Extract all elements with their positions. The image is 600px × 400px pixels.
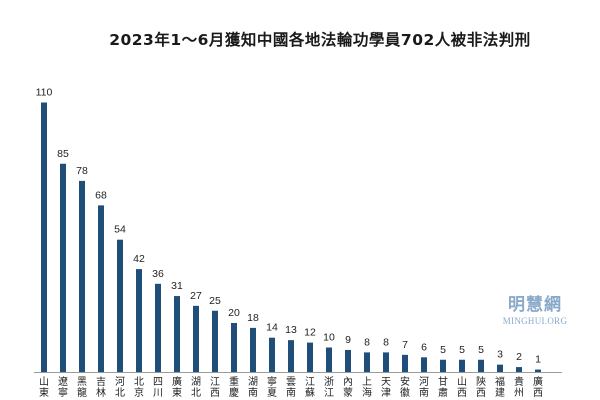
minghui-watermark: 明慧網 MINGHUI.ORG [490,290,580,326]
bar-value-label: 13 [285,324,297,336]
watermark-chinese: 明慧網 [508,295,562,315]
bar-value-label: 68 [95,189,107,201]
bar-value-label: 5 [478,344,484,356]
bar-value-label: 1 [535,354,541,366]
category-label: 廣東 [172,375,182,399]
chart-title: 2023年1～6月獲知中國各地法輪功學員702人被非法判刑 [109,31,531,49]
bar-value-label: 36 [152,268,164,280]
bar-value-label: 10 [323,332,335,344]
bar-22 [459,359,465,372]
bar-value-label: 20 [228,307,240,319]
bar-value-label: 25 [209,295,221,307]
category-label: 寧夏 [267,375,277,399]
bar-value-label: 3 [497,349,503,361]
category-label: 重慶 [229,375,239,399]
category-label: 河南 [419,376,429,399]
watermark-english: MINGHUI.ORG [502,316,568,326]
bar-13 [288,340,294,372]
category-label: 吉林 [96,376,106,399]
bar-value-label: 12 [304,327,316,339]
category-label: 遼寧 [58,375,68,399]
category-label: 山東 [39,376,49,399]
bar-value-label: 5 [440,344,446,356]
bar-value-label: 78 [76,165,88,177]
category-label: 四川 [153,377,163,399]
bar-1 [60,163,66,372]
bar-value-label: 7 [402,339,408,351]
category-label: 黑龍 [77,376,87,399]
bar-25 [516,367,522,372]
bar-0 [41,102,47,372]
category-label: 天津 [381,377,391,399]
bar-21 [440,359,446,372]
category-label: 廣西 [533,375,543,399]
category-label: 上海 [362,376,372,399]
bar-17 [364,352,370,372]
bar-10 [231,323,237,372]
bar-value-label: 9 [345,334,351,346]
category-label: 河北 [115,376,125,399]
bar-value-label: 6 [421,341,427,353]
category-label: 貴州 [514,375,524,399]
category-label: 雲南 [286,376,296,399]
category-label: 內蒙 [343,376,353,399]
bar-20 [421,357,427,372]
bar-value-label: 5 [459,344,465,356]
bar-value-label: 18 [247,312,259,324]
category-label: 浙江 [324,376,334,399]
bar-value-label: 27 [190,290,202,302]
bar-5 [136,269,142,372]
bar-14 [307,342,313,372]
category-label: 北京 [134,376,144,399]
bar-12 [269,337,275,372]
bar-value-label: 54 [114,224,126,236]
category-label: 江西 [210,376,220,399]
bar-value-label: 8 [383,336,389,348]
bar-18 [383,352,389,372]
bar-value-label: 2 [516,351,522,363]
category-label: 安徽 [400,375,410,399]
bar-15 [326,347,332,372]
bar-19 [402,354,408,372]
category-label: 江蘇 [305,376,315,399]
bar-26 [535,369,541,372]
bar-value-label: 14 [266,322,278,334]
category-label: 甘肅 [438,375,448,399]
bar-23 [478,359,484,372]
bar-value-label: 31 [171,280,183,292]
bar-11 [250,327,256,372]
bar-2 [79,180,85,372]
bar-24 [497,364,503,372]
category-label: 湖北 [191,376,201,399]
category-label: 山西 [457,376,467,399]
bar-4 [117,239,123,372]
bar-3 [98,205,104,372]
bar-6 [155,283,161,372]
category-label: 湖南 [248,376,258,399]
bar-value-label: 42 [133,253,145,265]
bar-value-label: 85 [57,148,69,160]
category-label: 福建 [495,375,505,399]
bar-8 [193,305,199,372]
bar-9 [212,310,218,372]
bar-7 [174,296,180,372]
bar-16 [345,349,351,372]
bar-value-label: 110 [36,87,53,99]
category-label: 陝西 [476,376,486,399]
bar-value-label: 8 [364,336,370,348]
